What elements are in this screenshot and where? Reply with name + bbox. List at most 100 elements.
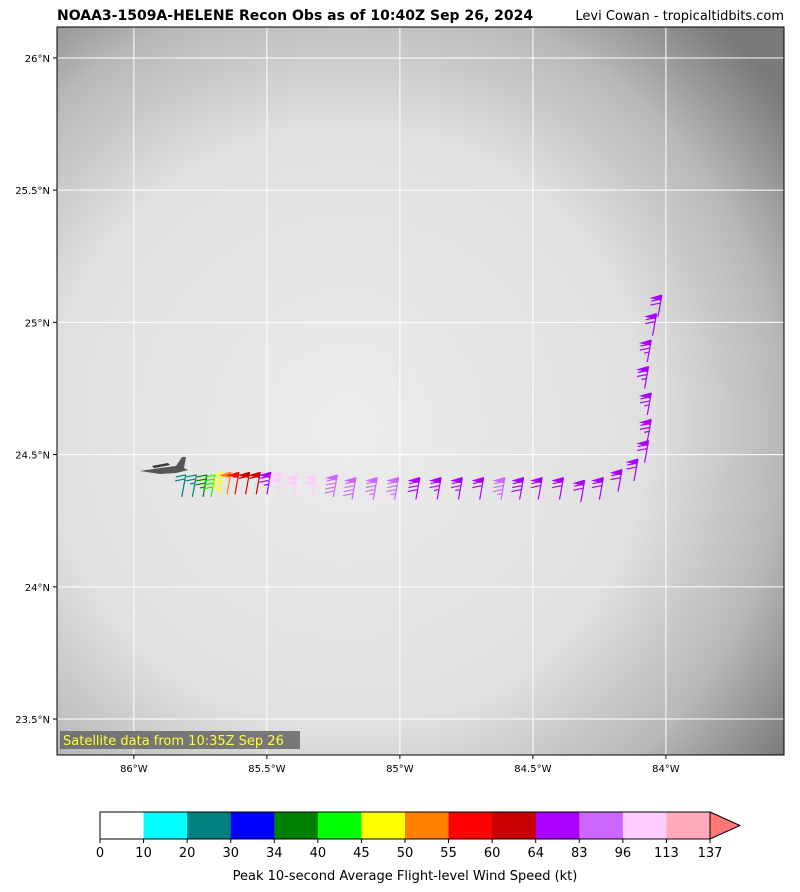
wind-barb [324, 474, 338, 498]
wind-barb [342, 476, 357, 500]
wind-barb [649, 294, 663, 318]
colorbar-segment [143, 812, 188, 839]
colorbar-segment [666, 812, 711, 839]
barb-shape [237, 471, 251, 495]
wind-barb [636, 439, 650, 463]
annotation: Satellite data from 10:35Z Sep 26 [63, 734, 284, 749]
wind-barb [258, 471, 272, 495]
wind-barb [471, 476, 485, 500]
barb-shape [174, 474, 187, 498]
barb-shape [342, 476, 357, 500]
title: NOAA3-1509A-HELENE Recon Obs as of 10:40… [57, 8, 533, 24]
barb-shape [428, 476, 442, 500]
barb-shape [210, 471, 224, 495]
colorbar-tick-label: 30 [222, 846, 239, 861]
wind-barb [450, 476, 463, 500]
wind-barb [428, 476, 442, 500]
wind-barb [302, 474, 317, 498]
barb-shape [638, 339, 652, 363]
colorbar-tick-label: 34 [266, 846, 283, 861]
x-tick-label: 86°W [120, 764, 148, 775]
barb-shape [572, 479, 586, 503]
wind-barb [284, 474, 299, 498]
wind-barb [195, 474, 208, 498]
wind-barb [210, 471, 224, 495]
wind-barb [572, 479, 586, 503]
wind-barb [247, 471, 261, 495]
barb-shape [386, 476, 400, 500]
colorbar-tick-label: 64 [527, 846, 544, 861]
barb-shape [364, 476, 378, 500]
barb-shape [644, 313, 658, 336]
colorbar-segment [448, 812, 493, 839]
wind-barb [364, 476, 378, 500]
barb-shape [258, 471, 272, 495]
colorbar-segment [535, 812, 580, 839]
colorbar-segment [317, 812, 362, 839]
wind-barb [386, 476, 400, 500]
barb-shape [636, 365, 650, 389]
x-tick-label: 85°W [386, 764, 414, 775]
barb-shape [450, 476, 463, 500]
barb-shape [636, 439, 650, 463]
y-tick-label: 25°N [25, 318, 50, 329]
wind-barb [644, 313, 658, 336]
satellite-image [57, 27, 784, 755]
y-tick-label: 24°N [25, 583, 50, 594]
colorbar-segment [100, 812, 145, 839]
colorbar-segment [230, 812, 275, 839]
x-tick-label: 84°W [652, 764, 680, 775]
colorbar-tick-label: 96 [615, 846, 632, 861]
colorbar-tick-label: 10 [135, 846, 152, 861]
barb-shape [591, 476, 604, 500]
wind-barb [174, 474, 187, 498]
wind-barb [609, 469, 623, 492]
x-tick-label: 84.5°W [514, 764, 551, 775]
barb-shape [324, 474, 338, 498]
x-tick-label: 85.5°W [248, 764, 285, 775]
map-frame [56, 26, 785, 756]
barb-shape [268, 471, 283, 495]
colorbar-tick-label: 50 [397, 846, 414, 861]
colorbar-tick-label: 113 [654, 846, 679, 861]
wind-barb [636, 365, 650, 389]
wind-barb [625, 458, 639, 482]
credit: Levi Cowan - tropicaltidbits.com [575, 9, 784, 24]
colorbar-segment [492, 812, 537, 839]
colorbar-tick-label: 83 [571, 846, 588, 861]
barb-shape [195, 474, 208, 498]
colorbar-extend [709, 811, 742, 840]
colorbar-segment [405, 812, 450, 839]
barb-shape [638, 392, 652, 416]
wind-barb [591, 476, 604, 500]
wind-barb [638, 339, 652, 363]
y-tick-label: 23.5°N [15, 715, 50, 726]
colorbar-tick-label: 60 [484, 846, 501, 861]
grid: 86°W 85.5°W 85°W 84.5°W 84°W 23.5°N 24°N 24.5°N… [15, 27, 784, 775]
colorbar: 0 10 20 30 34 40 45 50 55 60 64 83 96 113 137 [96, 811, 742, 861]
colorbar-segment [579, 812, 624, 839]
wind-barb [492, 476, 506, 500]
colorbar-segment [622, 812, 667, 839]
colorbar-segment [187, 812, 232, 839]
barb-shape [551, 476, 565, 500]
colorbar-segment [361, 812, 406, 839]
barb-shape [407, 476, 421, 500]
wind-barb [638, 392, 652, 416]
barb-shape [284, 474, 299, 498]
wind-barb [268, 471, 283, 495]
observations [174, 294, 663, 503]
y-tick-label: 24.5°N [15, 451, 50, 462]
barb-shape [529, 476, 543, 500]
barb-shape [185, 474, 197, 498]
barb-shape [247, 471, 261, 495]
barb-shape [638, 418, 652, 442]
barb-shape [649, 294, 663, 318]
barb-shape [625, 458, 639, 482]
annotation-box [60, 731, 300, 749]
wind-barb [237, 471, 251, 495]
colorbar-tick-label: 20 [179, 846, 196, 861]
colorbar-tick-label: 40 [310, 846, 327, 861]
colorbar-label: Peak 10-second Average Flight-level Wind… [233, 869, 578, 884]
